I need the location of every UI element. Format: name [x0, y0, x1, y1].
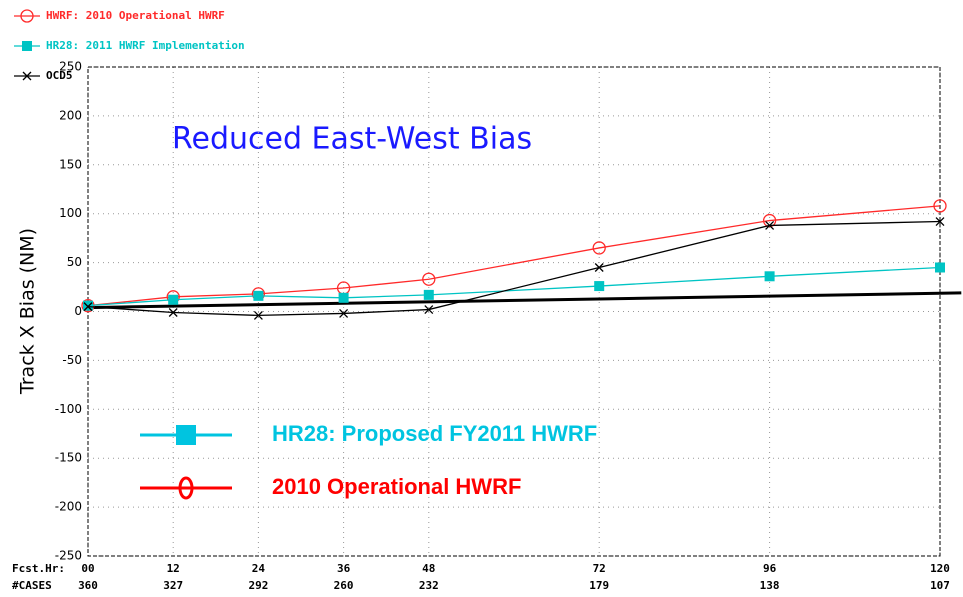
marker: [424, 305, 434, 315]
marker: [592, 241, 606, 255]
marker: [338, 292, 349, 303]
legend-label: HR28: Proposed FY2011 HWRF: [272, 421, 597, 446]
marker: [423, 289, 434, 300]
marker: [935, 262, 945, 273]
y-tick-label: -150: [55, 451, 82, 465]
legend-marker: [176, 425, 196, 445]
marker: [594, 281, 605, 292]
x-tick-label: 12: [167, 562, 180, 575]
y-axis-label: Track X Bias (NM): [17, 228, 39, 395]
y-tick-label: 200: [59, 108, 82, 122]
marker: [83, 300, 93, 311]
legend-label: 2010 Operational HWRF: [272, 474, 521, 499]
cases-label: 292: [248, 579, 268, 592]
marker: [764, 271, 775, 282]
series-line: [87, 220, 941, 317]
marker: [765, 220, 775, 230]
x-tick-label: 36: [337, 562, 351, 575]
y-tick-label: -50: [62, 353, 82, 367]
cases-label: 138: [760, 579, 780, 592]
series-line: [87, 266, 941, 307]
marker: [253, 310, 263, 320]
marker: [935, 217, 945, 226]
legend-label: OCD5: [46, 69, 73, 82]
marker: [594, 263, 604, 272]
x-tick-label: 24: [252, 562, 266, 575]
cases-label: 360: [78, 579, 98, 592]
legend-label: HR28: 2011 HWRF Implementation: [46, 39, 245, 52]
marker: [168, 294, 179, 305]
marker: [253, 290, 264, 301]
legend-marker: [178, 476, 194, 500]
cases-row-label: #CASES: [12, 579, 52, 592]
cases-label: 260: [334, 579, 354, 592]
y-tick-label: 50: [67, 255, 82, 269]
x-tick-label: 120: [930, 562, 950, 575]
x-tick-label: 72: [593, 562, 606, 575]
trend-line: [87, 291, 962, 310]
marker: [20, 9, 34, 23]
y-tick-label: 100: [59, 206, 82, 220]
y-tick-label: 250: [59, 60, 82, 74]
y-tick-label: 0: [74, 304, 82, 318]
x-tick-label: 48: [422, 562, 435, 575]
cases-label: 107: [930, 579, 950, 592]
series-line: [87, 205, 941, 307]
x-tick-label: 00: [81, 562, 94, 575]
x-tick-label: 96: [763, 562, 777, 575]
annotation: Reduced East-West Bias: [172, 122, 532, 157]
y-tick-label: -200: [55, 500, 82, 514]
y-tick-label: -250: [55, 549, 82, 563]
marker: [762, 213, 777, 228]
marker: [22, 41, 32, 51]
y-tick-label: -100: [55, 402, 82, 416]
legend-label: HWRF: 2010 Operational HWRF: [46, 9, 225, 22]
marker: [422, 272, 436, 286]
marker: [22, 71, 32, 81]
cases-label: 232: [419, 579, 439, 592]
x-row-label: Fcst.Hr:: [12, 562, 65, 575]
marker: [83, 302, 93, 312]
cases-label: 327: [163, 579, 183, 592]
cases-label: 179: [589, 579, 609, 592]
marker: [933, 199, 947, 213]
marker: [168, 308, 178, 317]
marker: [339, 308, 349, 318]
y-tick-label: 150: [59, 157, 82, 171]
